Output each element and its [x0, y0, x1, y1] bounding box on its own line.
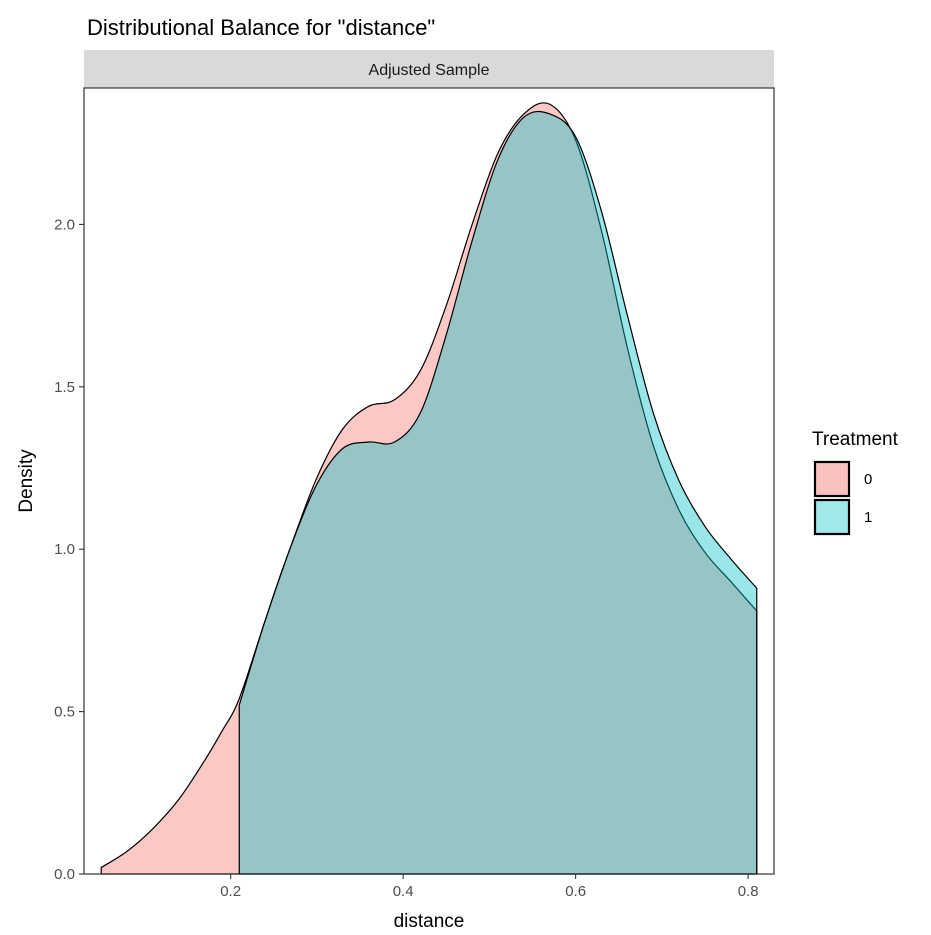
x-axis: 0.2 0.4 0.6 0.8	[220, 874, 759, 900]
y-tick-label: 2.0	[54, 216, 75, 233]
legend-label-1: 1	[864, 509, 872, 526]
legend-swatch-0	[813, 460, 851, 498]
chart-title: Distributional Balance for "distance"	[87, 15, 435, 40]
legend-swatch-1	[813, 498, 851, 536]
y-tick-label: 1.5	[54, 379, 75, 396]
x-tick-label: 0.2	[220, 883, 241, 900]
y-tick-label: 0.5	[54, 704, 75, 721]
y-axis-title: Density	[16, 449, 37, 513]
y-tick-label: 0.0	[54, 866, 75, 883]
panel-border	[83, 87, 775, 875]
x-tick-label: 0.6	[565, 883, 586, 900]
density-area-treatment-1	[238, 110, 758, 875]
legend: Treatment 0 1	[812, 429, 899, 536]
x-axis-title: distance	[394, 911, 465, 932]
y-axis: 0.0 0.5 1.0 1.5 2.0	[54, 216, 84, 883]
density-area-treatment-0	[100, 102, 758, 875]
x-tick-label: 0.8	[738, 883, 759, 900]
facet-strip-label: Adjusted Sample	[369, 62, 490, 79]
facet-strip	[84, 50, 774, 88]
x-tick-label: 0.4	[393, 883, 414, 900]
legend-label-0: 0	[864, 471, 872, 488]
legend-title: Treatment	[812, 429, 899, 450]
y-tick-label: 1.0	[54, 541, 75, 558]
plot-area	[100, 102, 758, 875]
